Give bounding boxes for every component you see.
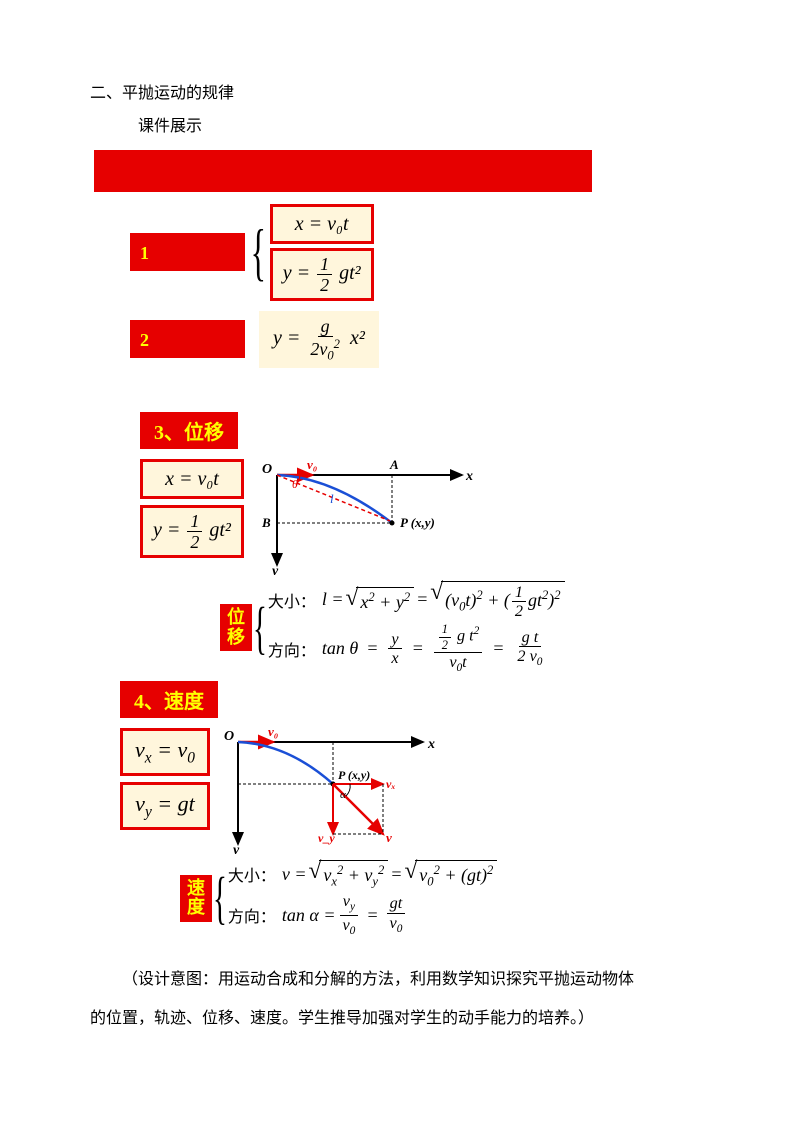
svg-text:v₀: v₀ xyxy=(268,724,278,739)
section-1: 1 { x = v₀t y = 12 gt² xyxy=(130,204,710,301)
section-2: 2 y = g2v02 x² xyxy=(130,311,710,368)
note-line xyxy=(210,376,710,400)
formula-y: y = 12 gt² xyxy=(270,248,374,301)
formula-vy: vy = gt xyxy=(120,782,210,830)
formula-vx: vx = v0 xyxy=(120,728,210,776)
svg-text:vₓ: vₓ xyxy=(386,777,395,791)
section-4: 4、速度 vx = v0 vy = gt O x y v₀ xyxy=(120,681,710,938)
svg-text:v₀: v₀ xyxy=(307,457,317,472)
design-note: （设计意图：用运动合成和分解的方法，利用数学知识探究平抛运动物体 的位置，轨迹、… xyxy=(90,961,710,1038)
formula-x-2: x = v₀t xyxy=(140,459,244,499)
formula-trajectory: y = g2v02 x² xyxy=(259,311,379,368)
svg-text:A: A xyxy=(389,457,399,472)
tag-2: 2 xyxy=(130,320,245,358)
svg-text:x: x xyxy=(427,737,435,752)
svg-text:P (x,y): P (x,y) xyxy=(338,768,370,782)
svg-text:v_y: v_y xyxy=(318,831,335,845)
brace-icon: { xyxy=(253,599,267,657)
banner-title xyxy=(94,150,592,192)
section-3: 3、位移 x = v₀t y = 12 gt² O x y xyxy=(140,412,710,675)
svg-text:O: O xyxy=(224,729,234,744)
svg-text:x: x xyxy=(465,469,473,484)
brace-icon: { xyxy=(251,220,266,284)
tag-4: 4、速度 xyxy=(120,681,218,718)
svg-text:P (x,y): P (x,y) xyxy=(400,515,435,530)
displacement-diagram: O x y v₀ A B P (x,y) θ l xyxy=(252,455,482,575)
svg-text:y: y xyxy=(231,843,240,854)
svg-text:B: B xyxy=(261,515,271,530)
svg-text:v: v xyxy=(386,830,392,845)
section-heading: 二、平抛运动的规律 xyxy=(90,80,710,109)
tag-velocity: 速度 xyxy=(180,875,212,923)
svg-text:O: O xyxy=(262,462,272,477)
tag-displacement: 位移 xyxy=(220,604,252,652)
svg-text:y: y xyxy=(270,564,279,575)
svg-text:α: α xyxy=(340,789,346,801)
svg-text:l: l xyxy=(330,491,334,506)
tag-3: 3、位移 xyxy=(140,412,238,449)
section-subtitle: 课件展示 xyxy=(138,113,710,142)
formula-x: x = v₀t xyxy=(270,204,374,244)
formula-y-2: y = 12 gt² xyxy=(140,505,244,558)
velocity-derive: 速度 { 大小： v = √vx2 + vy2 = √v02 + (gt)2 方… xyxy=(180,860,710,938)
displacement-derive: 位移 { 大小： l = √x2 + y2 = √(v0t)2 + (12gt2… xyxy=(220,581,710,675)
tag-1: 1 xyxy=(130,233,245,271)
brace-icon: { xyxy=(213,869,227,927)
velocity-diagram: O x y v₀ P (x,y) α vₓ v_y v xyxy=(218,724,448,854)
